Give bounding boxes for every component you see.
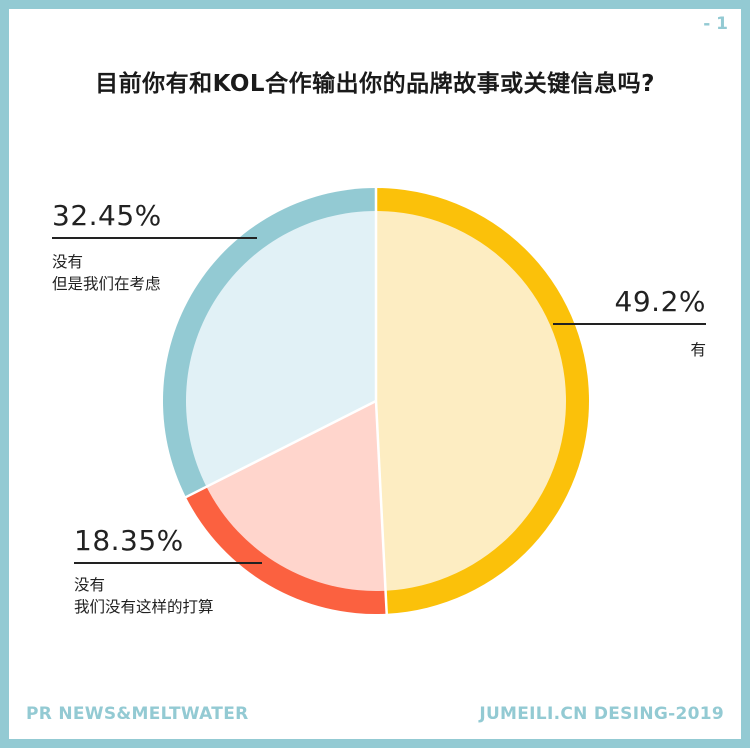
slice-label-no-plan: 18.35% 没有 我们没有这样的打算 [74, 524, 262, 618]
pie-slice-yes [376, 211, 567, 591]
slice-label-no-plan-line-2: 我们没有这样的打算 [74, 598, 214, 616]
footer-source: PR NEWS&MELTWATER [26, 704, 249, 724]
chart-title: 目前你有和KOL合作输出你的品牌故事或关键信息吗? [95, 71, 655, 97]
slice-label-considering-line-1: 没有 [52, 253, 84, 271]
slice-label-yes-line-1: 有 [690, 341, 706, 359]
slice-value-no-plan: 18.35% [74, 524, 184, 557]
pie-separator-1 [374, 400, 389, 615]
footer-credit: JUMEILI.CN DESING-2019 [479, 704, 724, 724]
slice-value-yes: 49.2% [614, 285, 706, 318]
pie-slice-considering [185, 211, 376, 487]
slice-label-considering: 32.45% 没有 但是我们在考虑 [52, 199, 257, 295]
slice-label-no-plan-line-1: 没有 [74, 576, 106, 594]
slice-value-considering: 32.45% [52, 199, 162, 232]
pie-separator-2 [184, 399, 377, 499]
leader-line-considering [52, 237, 257, 239]
leader-line-no-plan [74, 562, 262, 564]
leader-line-yes [553, 323, 706, 325]
slice-label-considering-line-2: 但是我们在考虑 [52, 275, 161, 293]
pie-slice-no-plan [206, 401, 386, 591]
slice-label-yes: 49.2% 有 [553, 285, 706, 361]
page-number: - 1 [703, 14, 728, 34]
